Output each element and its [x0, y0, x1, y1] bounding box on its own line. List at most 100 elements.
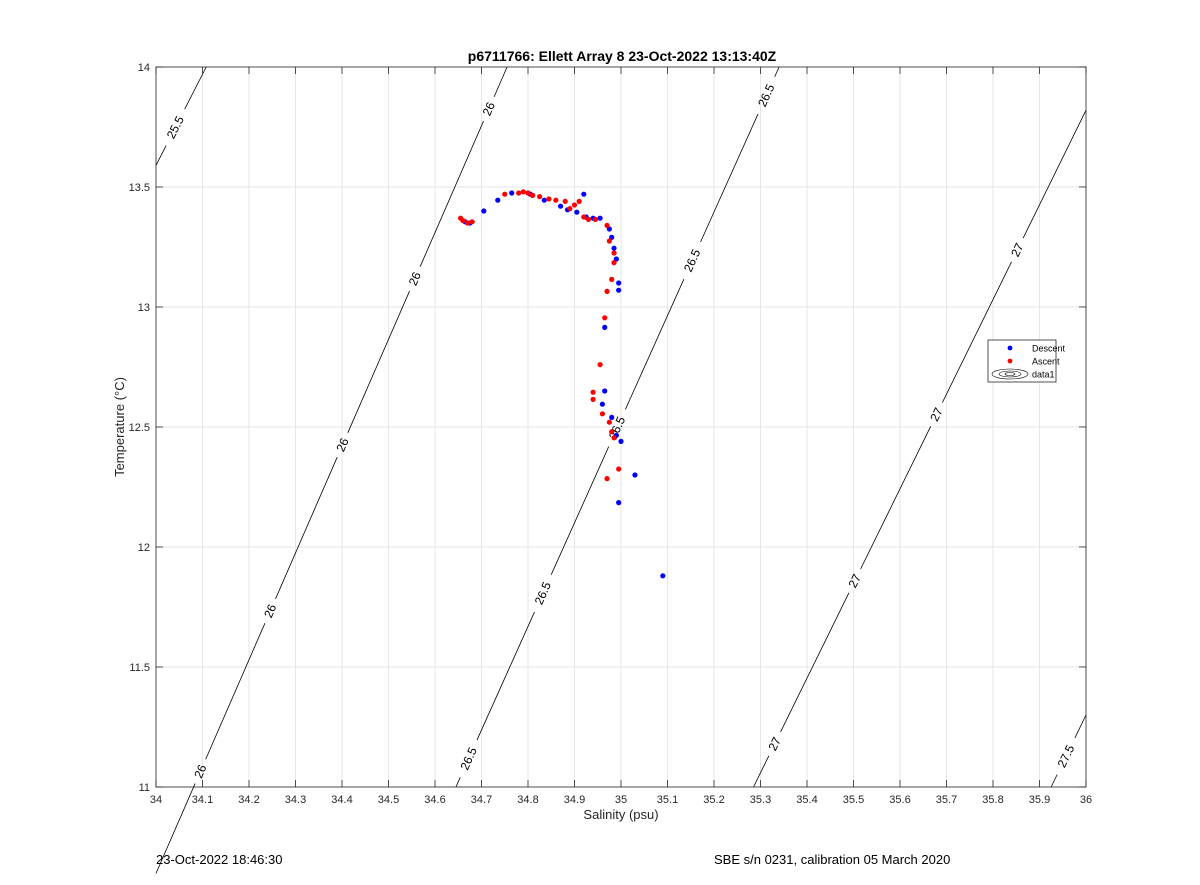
- x-tick-label: 34.5: [378, 794, 399, 806]
- x-axis-label: Salinity (psu): [583, 807, 658, 822]
- ascent-point: [590, 389, 596, 395]
- x-tick-label: 34.9: [564, 794, 585, 806]
- y-axis-label: Temperature (°C): [112, 377, 127, 477]
- contour-line-27: [860, 426, 932, 570]
- ascent-point: [525, 190, 531, 196]
- x-tick-label: 34.1: [192, 794, 213, 806]
- descent-point: [602, 324, 608, 330]
- contour-line-26: [205, 623, 266, 760]
- contour-label: 26.5: [755, 82, 777, 109]
- descent-point: [609, 414, 615, 420]
- y-tick-label: 12.5: [129, 422, 150, 434]
- ascent-point: [599, 411, 606, 417]
- ascent-point: [606, 419, 612, 425]
- y-tick-label: 14: [138, 62, 150, 74]
- descent-point: [616, 280, 622, 286]
- legend-label: Descent: [1032, 344, 1066, 354]
- descent-point: [599, 401, 606, 407]
- descent-point: [616, 500, 622, 506]
- descent-point: [597, 215, 603, 221]
- y-tick-label: 11: [139, 782, 150, 794]
- contour-line-26: [419, 120, 484, 267]
- ascent-point: [597, 362, 603, 368]
- ascent-point: [530, 192, 536, 198]
- descent-point: [581, 191, 587, 197]
- contour-line-27.5: [1074, 714, 1087, 739]
- x-tick-label: 35.1: [657, 794, 678, 806]
- ascent-point: [590, 396, 596, 402]
- ascent-point: [516, 190, 522, 196]
- ascent-point: [562, 198, 568, 204]
- y-tick-label: 13.5: [129, 182, 150, 194]
- contour-line-26.5: [550, 446, 610, 575]
- footer-timestamp: 23-Oct-2022 18:46:30: [156, 852, 283, 867]
- ascent-point: [520, 189, 526, 195]
- ascent-point: [616, 466, 622, 472]
- legend-label: data1: [1032, 370, 1055, 380]
- ascent-point: [606, 238, 612, 244]
- ascent-point: [611, 435, 617, 441]
- contour-label: 26: [480, 100, 498, 118]
- contour-label: 26.5: [457, 745, 479, 772]
- contour-label: 27: [1008, 241, 1027, 259]
- x-tick-label: 34.8: [517, 794, 538, 806]
- contour-line-26.5: [455, 777, 461, 788]
- x-tick-label: 35.4: [796, 794, 817, 806]
- legend-contour-icon-inner: [998, 370, 1022, 378]
- descent-point: [541, 197, 547, 203]
- descent-point: [495, 197, 501, 203]
- contour-line-26: [347, 290, 410, 433]
- ascent-point: [502, 191, 508, 197]
- contour-label: 26.5: [681, 247, 703, 274]
- descent-point: [632, 472, 638, 478]
- contour-line-27: [780, 592, 850, 733]
- x-tick-label: 35.3: [750, 794, 771, 806]
- contour-label: 27: [927, 405, 946, 423]
- ascent-point: [460, 218, 466, 224]
- ascent-point: [571, 202, 578, 208]
- ascent-point: [604, 288, 610, 294]
- contour-line-26.5: [476, 611, 535, 741]
- descent-point: [602, 388, 608, 394]
- contour-line-26: [155, 783, 196, 874]
- contour-line-25.5: [184, 66, 207, 110]
- x-tick-label: 34.4: [331, 794, 352, 806]
- ascent-point: [585, 216, 592, 222]
- descent-point: [557, 203, 564, 209]
- y-tick-label: 13: [138, 302, 150, 314]
- contour-label: 26: [406, 270, 424, 288]
- descent-point: [574, 209, 580, 215]
- descent-point: [509, 190, 515, 196]
- contour-label: 27: [765, 735, 784, 753]
- legend-contour-icon-core: [1004, 372, 1016, 376]
- descent-point: [611, 245, 617, 251]
- contour-line-27: [753, 755, 770, 788]
- axes: 34 34.1 34.2 34.3 34.4 34.5 34.6 34.7 34.8 34.9 35…: [129, 62, 1093, 806]
- legend-label: Ascent: [1032, 357, 1060, 367]
- ascent-point: [469, 219, 475, 225]
- legend: Descent Ascent data1: [987, 339, 1066, 383]
- x-tick-label: 35.2: [703, 794, 724, 806]
- x-tick-label: 34.3: [285, 794, 306, 806]
- ascent-point: [604, 476, 610, 482]
- x-tick-label: 35.9: [1029, 794, 1050, 806]
- descent-point: [660, 573, 666, 579]
- contour-line-26.5: [774, 66, 780, 78]
- x-tick-label: 35.8: [982, 794, 1003, 806]
- contour-label: 26: [333, 436, 351, 454]
- chart-title: p6711766: Ellett Array 8 23-Oct-2022 13:…: [468, 48, 777, 64]
- contour-line-25.5: [155, 145, 167, 166]
- x-tick-label: 35.6: [889, 794, 910, 806]
- ascent-point: [609, 429, 615, 435]
- ascent-point: [609, 276, 615, 282]
- legend-contour-icon: [991, 368, 1029, 380]
- x-tick-label: 35: [615, 794, 627, 806]
- ascent-point: [611, 260, 617, 266]
- contour-label: 27.5: [1055, 742, 1078, 769]
- legend-marker-ascent: [1007, 358, 1013, 364]
- contour-line-26.5: [625, 279, 685, 410]
- contour-label: 27: [846, 572, 865, 590]
- data-points: [457, 189, 666, 579]
- ascent-point: [604, 222, 610, 228]
